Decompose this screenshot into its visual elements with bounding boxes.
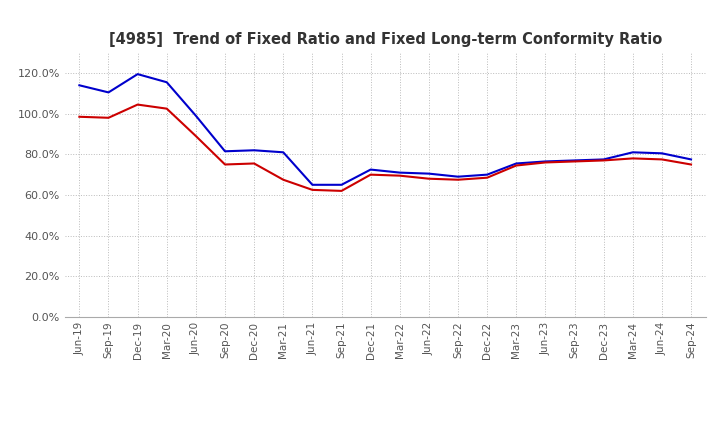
Fixed Ratio: [687, 157, 696, 162]
Fixed Long-term Conformity Ratio: [163, 106, 171, 111]
Fixed Ratio: [425, 171, 433, 176]
Fixed Ratio: [629, 150, 637, 155]
Fixed Ratio: [512, 161, 521, 166]
Fixed Ratio: [104, 90, 113, 95]
Fixed Ratio: [308, 182, 317, 187]
Fixed Long-term Conformity Ratio: [629, 156, 637, 161]
Fixed Long-term Conformity Ratio: [192, 133, 200, 139]
Fixed Ratio: [454, 174, 462, 180]
Fixed Long-term Conformity Ratio: [366, 172, 375, 177]
Fixed Ratio: [366, 167, 375, 172]
Fixed Long-term Conformity Ratio: [133, 102, 142, 107]
Fixed Ratio: [192, 113, 200, 118]
Fixed Long-term Conformity Ratio: [250, 161, 258, 166]
Fixed Ratio: [395, 170, 404, 175]
Fixed Ratio: [250, 148, 258, 153]
Fixed Long-term Conformity Ratio: [687, 162, 696, 167]
Fixed Long-term Conformity Ratio: [454, 177, 462, 182]
Fixed Ratio: [657, 150, 666, 156]
Line: Fixed Ratio: Fixed Ratio: [79, 74, 691, 185]
Fixed Ratio: [133, 71, 142, 77]
Fixed Ratio: [75, 83, 84, 88]
Fixed Long-term Conformity Ratio: [337, 188, 346, 194]
Fixed Long-term Conformity Ratio: [599, 158, 608, 163]
Fixed Ratio: [337, 182, 346, 187]
Fixed Long-term Conformity Ratio: [104, 115, 113, 121]
Fixed Long-term Conformity Ratio: [512, 163, 521, 168]
Fixed Long-term Conformity Ratio: [570, 159, 579, 164]
Fixed Ratio: [570, 158, 579, 163]
Title: [4985]  Trend of Fixed Ratio and Fixed Long-term Conformity Ratio: [4985] Trend of Fixed Ratio and Fixed Lo…: [109, 33, 662, 48]
Fixed Long-term Conformity Ratio: [541, 160, 550, 165]
Fixed Ratio: [599, 157, 608, 162]
Fixed Long-term Conformity Ratio: [279, 177, 287, 182]
Fixed Long-term Conformity Ratio: [395, 173, 404, 178]
Fixed Long-term Conformity Ratio: [425, 176, 433, 181]
Fixed Long-term Conformity Ratio: [308, 187, 317, 193]
Fixed Ratio: [163, 80, 171, 85]
Fixed Ratio: [541, 159, 550, 164]
Fixed Ratio: [279, 150, 287, 155]
Fixed Long-term Conformity Ratio: [657, 157, 666, 162]
Fixed Ratio: [220, 149, 229, 154]
Fixed Long-term Conformity Ratio: [220, 162, 229, 167]
Line: Fixed Long-term Conformity Ratio: Fixed Long-term Conformity Ratio: [79, 105, 691, 191]
Fixed Ratio: [483, 172, 492, 177]
Fixed Long-term Conformity Ratio: [483, 175, 492, 180]
Fixed Long-term Conformity Ratio: [75, 114, 84, 119]
